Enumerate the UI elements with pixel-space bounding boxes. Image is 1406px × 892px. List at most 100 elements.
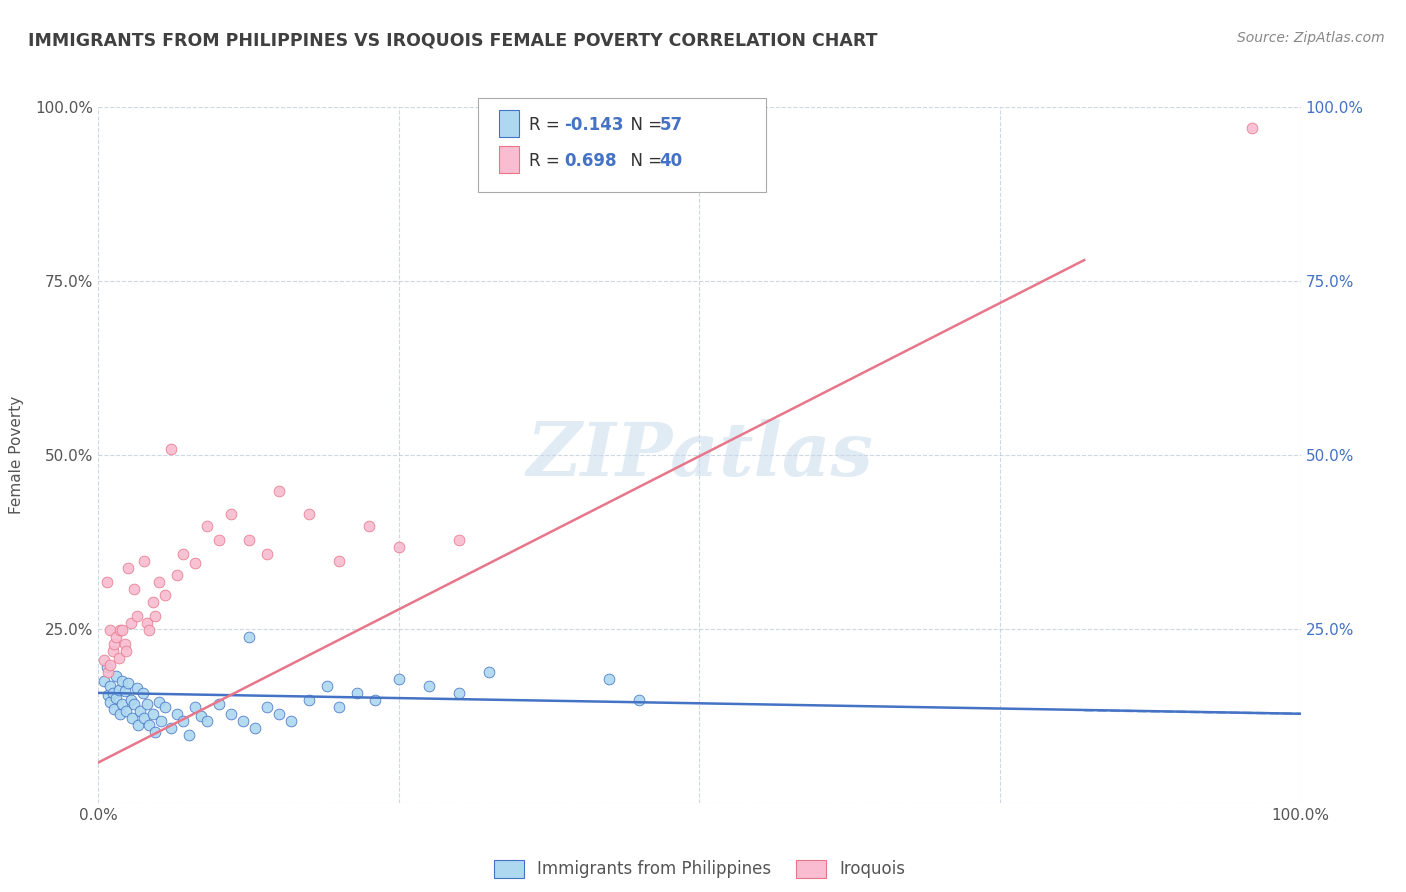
Text: R =: R = [529,152,565,169]
Point [124,582,146,596]
Point [1241,120,1264,135]
Point [232,714,254,728]
Point [114,637,136,651]
Point [478,665,501,679]
Legend: Immigrants from Philippines, Iroquois: Immigrants from Philippines, Iroquois [486,853,912,885]
Point [172,714,194,728]
Point [177,728,200,742]
Point [96,574,118,589]
Point [132,554,155,568]
Point [280,714,302,728]
Point [117,560,139,574]
Point [219,507,242,521]
Point [132,686,155,700]
Point [135,616,157,631]
Point [195,519,218,533]
Text: 0.698: 0.698 [564,152,616,169]
Text: N =: N = [620,116,668,134]
Point [364,693,387,707]
Point [238,630,260,644]
Point [100,658,122,673]
Point [97,688,120,702]
Point [101,686,124,700]
Text: N =: N = [620,152,668,169]
Point [153,589,176,603]
Point [120,693,142,707]
Point [148,574,170,589]
Point [172,547,194,561]
Point [315,679,337,693]
Text: R =: R = [529,116,565,134]
Text: -0.143: -0.143 [564,116,623,134]
Point [267,484,290,499]
Point [111,624,134,638]
Point [256,547,278,561]
Point [114,684,136,698]
Point [97,665,120,679]
Point [115,704,138,718]
Point [96,660,118,674]
Text: Source: ZipAtlas.com: Source: ZipAtlas.com [1237,31,1385,45]
Point [328,699,350,714]
Text: ZIPatlas: ZIPatlas [526,418,873,491]
Point [125,681,148,695]
Point [120,616,142,631]
Point [100,679,122,693]
Point [598,672,620,686]
Point [166,706,188,721]
Point [143,609,166,624]
Text: IMMIGRANTS FROM PHILIPPINES VS IROQUOIS FEMALE POVERTY CORRELATION CHART: IMMIGRANTS FROM PHILIPPINES VS IROQUOIS … [28,31,877,49]
Point [183,699,205,714]
Point [111,674,134,689]
Point [103,637,125,651]
Point [108,624,131,638]
Text: 40: 40 [659,152,682,169]
Point [105,669,128,683]
Point [138,718,160,732]
Point [100,624,122,638]
Point [149,714,172,728]
Point [132,711,155,725]
Point [108,683,131,698]
Point [243,721,266,735]
Point [105,691,128,706]
Point [143,724,166,739]
Point [418,679,440,693]
Point [93,674,115,689]
Point [108,706,131,721]
Point [447,533,470,547]
Point [135,697,157,711]
Point [105,630,128,644]
Point [103,702,125,716]
Point [267,706,290,721]
Point [117,676,139,690]
Point [298,507,321,521]
Point [447,686,470,700]
Point [159,721,181,735]
Point [195,714,218,728]
Point [141,706,163,721]
Point [256,699,278,714]
Point [357,519,380,533]
Point [101,644,124,658]
Point [219,706,242,721]
Point [148,695,170,709]
Point [346,686,368,700]
Point [298,693,321,707]
Point [328,554,350,568]
Point [388,540,411,554]
Point [208,533,231,547]
Point [141,595,163,609]
Point [100,695,122,709]
Point [127,718,149,732]
Point [208,697,231,711]
Point [166,567,188,582]
Y-axis label: Female Poverty: Female Poverty [10,396,24,514]
Point [190,708,212,723]
Point [125,609,148,624]
Point [108,651,131,665]
Point [183,556,205,570]
Point [153,699,176,714]
Point [115,644,138,658]
Point [93,653,115,667]
